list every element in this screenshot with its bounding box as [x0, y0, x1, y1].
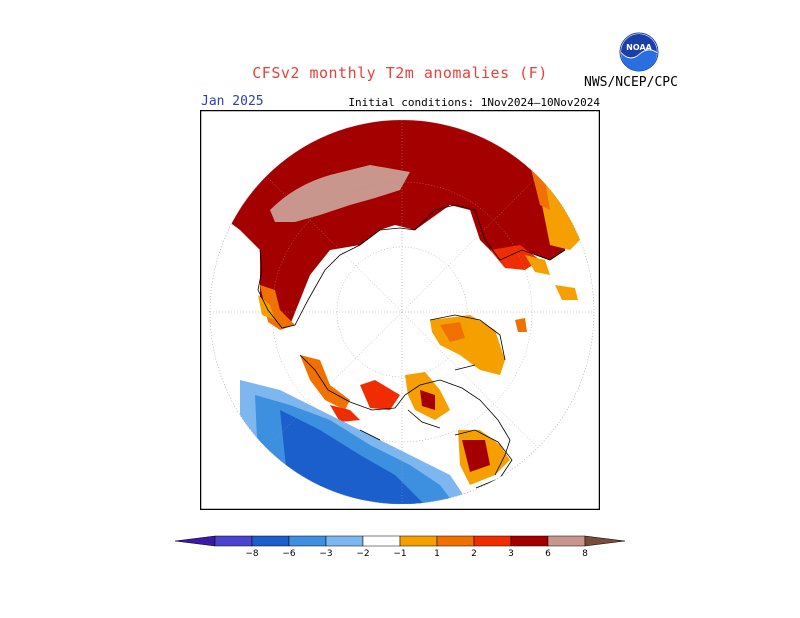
colorbar-swatch	[399, 535, 438, 547]
anomaly-region-canada-arctic	[300, 355, 350, 410]
colorbar-swatch	[547, 535, 586, 547]
colorbar-tick-label: −6	[282, 549, 296, 559]
colorbar-swatch	[362, 535, 401, 547]
colorbar-tick-label: 1	[434, 549, 440, 559]
colorbar-swatch	[473, 535, 512, 547]
colorbar-tick-label: 8	[582, 549, 588, 559]
colorbar-swatch	[325, 535, 364, 547]
logo-text: NOAA	[626, 43, 652, 52]
chart-title: CFSv2 monthly T2m anomalies (F)	[252, 64, 548, 82]
colorbar-swatch	[214, 535, 253, 547]
colorbar-tick-label: −8	[245, 549, 259, 559]
anomaly-region-europe	[260, 285, 295, 330]
colorbar-swatch	[584, 535, 626, 547]
colorbar-swatch	[510, 535, 549, 547]
colorbar-swatch	[251, 535, 290, 547]
anomaly-region-eurasia	[220, 120, 567, 325]
initial-conditions: Initial conditions: 1Nov2024–10Nov2024	[348, 96, 600, 109]
colorbar-swatch	[436, 535, 475, 547]
colorbar-tick-label: 3	[508, 549, 514, 559]
colorbar-tick-label: −1	[393, 549, 406, 559]
colorbar: −8 −6 −3 −2 −1 1 2 3 6 8	[174, 535, 626, 559]
forecast-month: Jan 2025	[201, 94, 264, 109]
anomaly-region-east-asia	[535, 170, 585, 250]
noaa-logo: NOAA	[619, 32, 659, 72]
colorbar-tick-label: −2	[356, 549, 369, 559]
colorbar-swatch	[174, 535, 216, 547]
colorbar-tick-label: −3	[319, 549, 332, 559]
colorbar-tick-label: 2	[471, 549, 477, 559]
anomaly-map	[200, 110, 600, 510]
colorbar-tick-label: 6	[545, 549, 551, 559]
colorbar-swatch	[288, 535, 327, 547]
anomaly-region-siberia	[270, 165, 410, 222]
agency-label: NWS/NCEP/CPC	[584, 75, 678, 90]
